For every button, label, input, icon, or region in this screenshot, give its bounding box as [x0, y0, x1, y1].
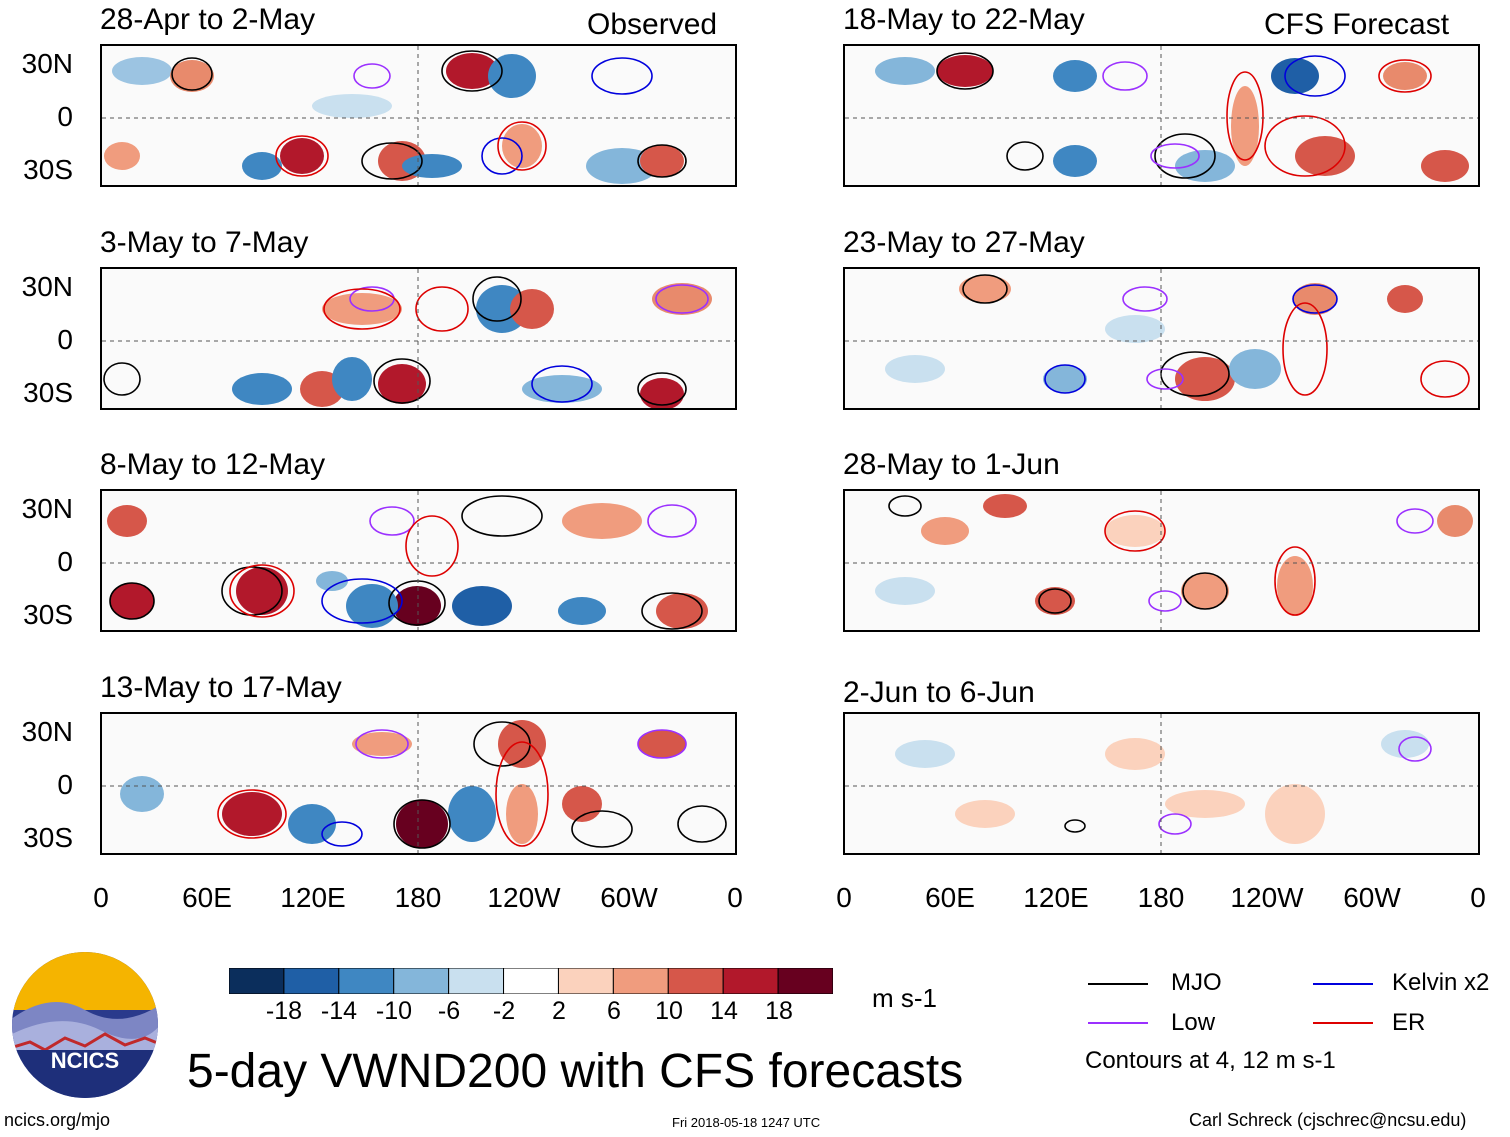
lon-label: 0 [1470, 882, 1486, 913]
lon-label: 180 [1137, 882, 1185, 913]
map-panel-observed-3 [100, 489, 737, 632]
colorbar-swatch [338, 967, 395, 995]
logo-text: NCICS [51, 1048, 119, 1073]
lon-label: 60E [925, 882, 975, 913]
panel-title: 23-May to 27-May [843, 226, 1085, 259]
lon-label: 120W [487, 882, 561, 913]
colorbar-swatch [722, 967, 779, 995]
colorbar-swatch [393, 967, 450, 995]
legend-label-mjo: MJO [1171, 969, 1222, 996]
legend-label-er: ER [1392, 1009, 1426, 1036]
map-panel-observed-4 [100, 712, 737, 855]
lon-label: 0 [93, 882, 109, 913]
map-field [845, 46, 1478, 185]
map-panel-forecast-2 [843, 267, 1480, 410]
colorbar-swatch [503, 967, 559, 995]
colorbar-label: -2 [492, 997, 516, 1025]
colorbar-swatch [777, 967, 834, 995]
panel-title: 3-May to 7-May [100, 226, 309, 259]
colorbar-swatches [228, 967, 834, 995]
map-field [102, 46, 735, 185]
lat-label: 30S [23, 822, 73, 853]
lon-label: 120E [1023, 882, 1089, 913]
colorbar-label: 10 [655, 997, 683, 1025]
colorbar-swatch [612, 967, 669, 995]
legend-label-low: Low [1171, 1009, 1216, 1036]
lat-label: 0 [57, 101, 73, 132]
lon-label: 60E [182, 882, 232, 913]
legend-note: Contours at 4, 12 m s-1 [1085, 1047, 1336, 1074]
colorbar [228, 967, 834, 995]
lat-label: 0 [57, 546, 73, 577]
lat-label: 30N [21, 271, 73, 302]
lat-label: 30S [23, 154, 73, 185]
lat-label: 0 [57, 769, 73, 800]
map-field [102, 714, 735, 853]
lon-label: 180 [394, 882, 442, 913]
logo-emblem: NCICS [12, 952, 158, 1098]
lon-label: 0 [727, 882, 743, 913]
map-panel-forecast-4 [843, 712, 1480, 855]
footer-credit: Carl Schreck (cjschrec@ncsu.edu) [1189, 1110, 1467, 1130]
main-title: 5-day VWND200 with CFS forecasts [187, 1045, 964, 1098]
panel-title: 18-May to 22-May [843, 3, 1085, 36]
colorbar-label: 6 [607, 997, 621, 1025]
map-field [845, 714, 1478, 853]
map-field [845, 269, 1478, 408]
map-panel-observed-1 [100, 44, 737, 187]
lat-label: 30S [23, 377, 73, 408]
legend-line-er [1313, 1022, 1373, 1024]
map-panel-forecast-1 [843, 44, 1480, 187]
lat-label: 30N [21, 48, 73, 79]
colorbar-swatch [228, 967, 285, 995]
map-panel-observed-2 [100, 267, 737, 410]
colorbar-label: 2 [552, 997, 566, 1025]
lat-label: 30N [21, 716, 73, 747]
legend-label-kelvin: Kelvin x2 [1392, 969, 1490, 996]
panel-title: 13-May to 17-May [100, 671, 342, 704]
lon-label: 120E [280, 882, 346, 913]
colorbar-label: -10 [375, 997, 413, 1025]
map-field [845, 491, 1478, 630]
lat-label: 30N [21, 493, 73, 524]
panel-title: 28-May to 1-Jun [843, 448, 1060, 481]
colorbar-swatch [283, 967, 340, 995]
lat-label: 0 [57, 324, 73, 355]
colorbar-label: 14 [710, 997, 738, 1025]
panel-title: 28-Apr to 2-May [100, 3, 316, 36]
colorbar-label: -18 [265, 997, 303, 1025]
legend-line-kelvin [1313, 983, 1373, 985]
footer-timestamp: Fri 2018-05-18 1247 UTC [672, 1115, 821, 1130]
lat-label: 30S [23, 599, 73, 630]
observed-header: Observed [587, 8, 718, 41]
lon-label: 60W [1343, 882, 1401, 913]
panel-title: 2-Jun to 6-Jun [843, 676, 1035, 709]
panel-title: 8-May to 12-May [100, 448, 326, 481]
legend-line-mjo [1088, 983, 1148, 985]
ncics-logo: NCICS [10, 950, 160, 1100]
colorbar-label: 18 [765, 997, 793, 1025]
legend-line-low [1088, 1022, 1148, 1024]
lon-label: 120W [1230, 882, 1304, 913]
colorbar-swatch [667, 967, 724, 995]
colorbar-label: -14 [320, 997, 358, 1025]
lon-label: 0 [836, 882, 852, 913]
colorbar-label: -6 [437, 997, 461, 1025]
map-panel-forecast-3 [843, 489, 1480, 632]
map-field [102, 269, 735, 408]
colorbar-swatch [448, 967, 505, 995]
colorbar-swatch [557, 967, 614, 995]
lon-label: 60W [600, 882, 658, 913]
map-field [102, 491, 735, 630]
footer-url[interactable]: ncics.org/mjo [4, 1110, 111, 1130]
colorbar-units: m s-1 [872, 983, 937, 1013]
forecast-header: CFS Forecast [1264, 8, 1450, 41]
